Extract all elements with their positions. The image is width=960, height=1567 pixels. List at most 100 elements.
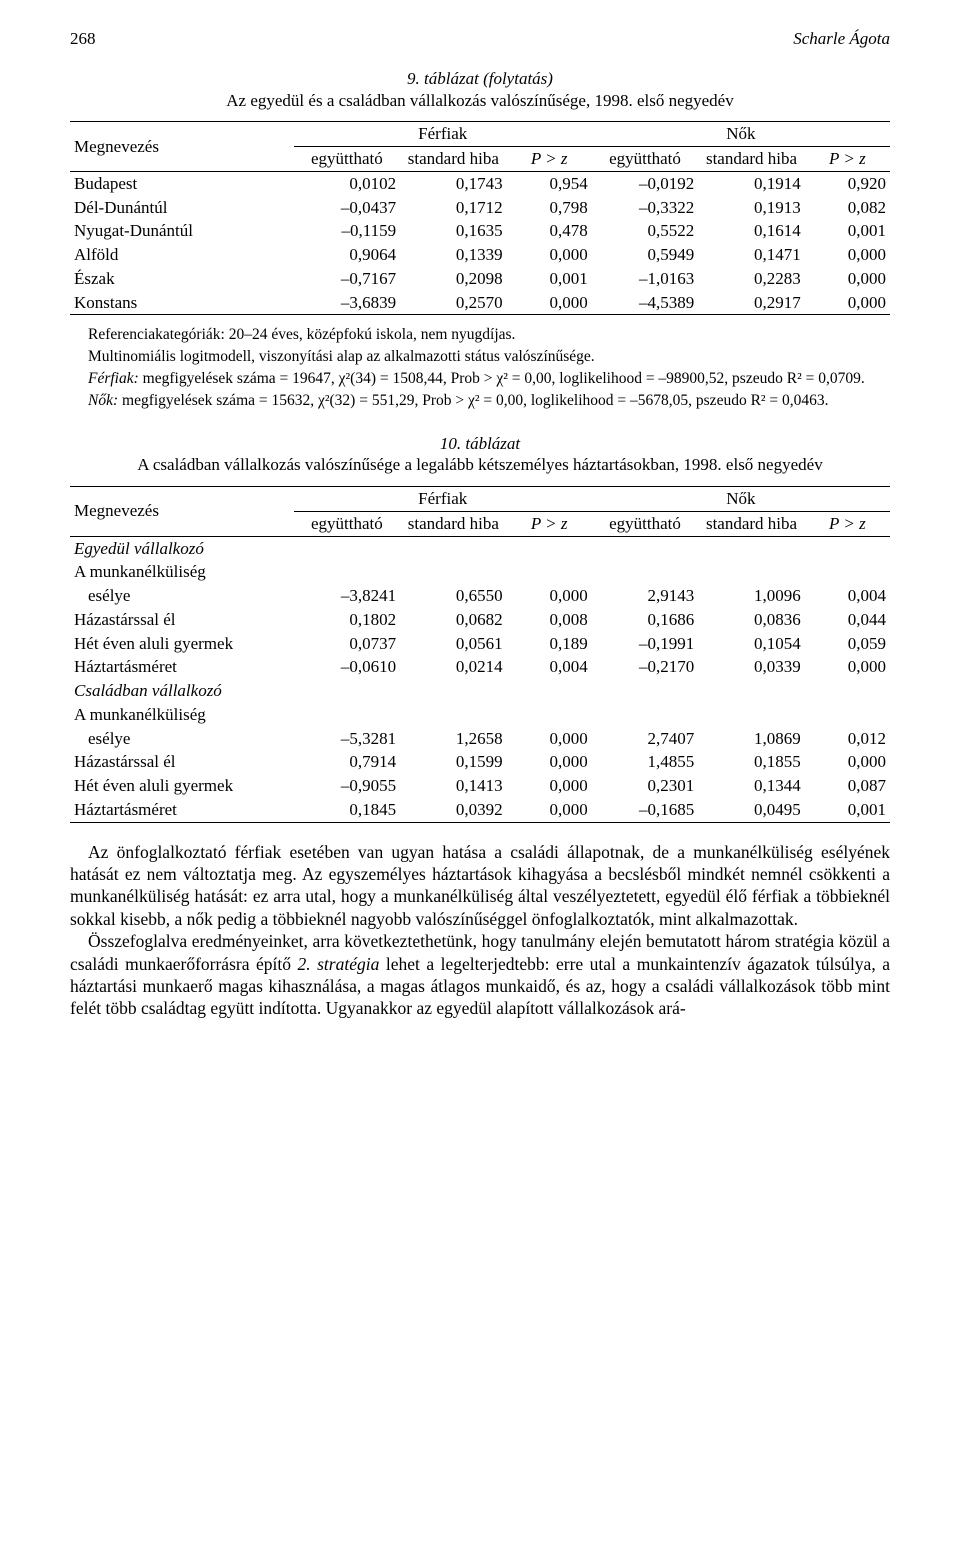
table-row-label: Háztartásméret	[70, 798, 294, 822]
table-cell: –0,7167	[294, 267, 400, 291]
table-row-label: esélye	[70, 584, 294, 608]
table-cell: 2,9143	[592, 584, 698, 608]
body-p1: Az önfoglalkoztató férfiak esetében van …	[70, 841, 890, 931]
table10-sub-pz-m: P > z	[507, 511, 592, 536]
table-cell: 0,0561	[400, 632, 506, 656]
table-cell: 0,059	[805, 632, 890, 656]
table-cell: 0,1913	[698, 196, 804, 220]
table9-caption-text: Az egyedül és a családban vállalkozás va…	[226, 91, 733, 110]
table9-head-meg: Megnevezés	[70, 122, 294, 172]
page-number: 268	[70, 28, 96, 50]
table-cell: 0,9064	[294, 243, 400, 267]
table-cell: 0,004	[805, 584, 890, 608]
table-cell: 0,478	[507, 219, 592, 243]
table10-head-nok: Nők	[592, 487, 890, 512]
table9-sub-pz-f: P > z	[805, 147, 890, 172]
table10-sub-coef-f: együttható	[592, 511, 698, 536]
table10-head-ferfiak: Férfiak	[294, 487, 592, 512]
table-row-label: esélye	[70, 727, 294, 751]
table-row-label: Házastárssal él	[70, 608, 294, 632]
table9-head-ferfiak: Férfiak	[294, 122, 592, 147]
table-cell: 0,000	[507, 750, 592, 774]
body-p2: Összefoglalva eredményeinket, arra követ…	[70, 930, 890, 1020]
table-cell: 0,001	[507, 267, 592, 291]
table9-caption-number: 9. táblázat (folytatás)	[407, 69, 553, 88]
table-cell: 0,2570	[400, 291, 506, 315]
table-row-label: Dél-Dunántúl	[70, 196, 294, 220]
table-cell: –5,3281	[294, 727, 400, 751]
table-cell: 0,000	[805, 291, 890, 315]
table-row-label: Észak	[70, 267, 294, 291]
table-cell: 0,082	[805, 196, 890, 220]
table-section-label: Családban vállalkozó	[70, 679, 890, 703]
table-cell: 0,1599	[400, 750, 506, 774]
table-cell: 0,000	[805, 243, 890, 267]
table-cell: 0,2098	[400, 267, 506, 291]
table-cell: 0,008	[507, 608, 592, 632]
table-cell: 0,6550	[400, 584, 506, 608]
table-cell: 0,001	[805, 798, 890, 822]
table-cell: 0,7914	[294, 750, 400, 774]
table9-sub-coef-m: együttható	[294, 147, 400, 172]
table-cell: 0,012	[805, 727, 890, 751]
table-cell: 0,1471	[698, 243, 804, 267]
table-cell: 0,5949	[592, 243, 698, 267]
table-row-label: Alföld	[70, 243, 294, 267]
table-cell: 0,001	[805, 219, 890, 243]
table-section-label: A munkanélküliség	[70, 560, 890, 584]
table-cell: 0,000	[507, 727, 592, 751]
table-cell: 0,000	[507, 798, 592, 822]
table-cell: 0,044	[805, 608, 890, 632]
table-cell: 0,0682	[400, 608, 506, 632]
table-cell: 0,1686	[592, 608, 698, 632]
table-cell: 0,2301	[592, 774, 698, 798]
table-cell: 0,1855	[698, 750, 804, 774]
table9-note-line: Nők: megfigyelések száma = 15632, χ²(32)…	[70, 391, 890, 411]
table-cell: –0,9055	[294, 774, 400, 798]
table-cell: 0,189	[507, 632, 592, 656]
table-cell: 0,2917	[698, 291, 804, 315]
table-row-label: Házastárssal él	[70, 750, 294, 774]
table9-note-line: Férfiak: megfigyelések száma = 19647, χ²…	[70, 369, 890, 389]
table-cell: 0,1344	[698, 774, 804, 798]
table-cell: 0,000	[805, 655, 890, 679]
table-cell: 1,0096	[698, 584, 804, 608]
table-cell: 0,000	[805, 267, 890, 291]
running-title: Scharle Ágota	[793, 28, 890, 50]
table-cell: 0,0339	[698, 655, 804, 679]
table-cell: 0,000	[805, 750, 890, 774]
table9-sub-pz-m: P > z	[507, 147, 592, 172]
table-cell: –0,1991	[592, 632, 698, 656]
table-cell: 0,1743	[400, 171, 506, 195]
table-cell: –0,1159	[294, 219, 400, 243]
table-section-label: Egyedül vállalkozó	[70, 536, 890, 560]
table-cell: 0,920	[805, 171, 890, 195]
table10-sub-pz-f: P > z	[805, 511, 890, 536]
table-cell: 0,798	[507, 196, 592, 220]
table-cell: 0,087	[805, 774, 890, 798]
table-cell: 0,1845	[294, 798, 400, 822]
table-cell: –1,0163	[592, 267, 698, 291]
table-row-label: Háztartásméret	[70, 655, 294, 679]
table-section-label: A munkanélküliség	[70, 703, 890, 727]
table-row-label: Nyugat-Dunántúl	[70, 219, 294, 243]
body-text: Az önfoglalkoztató férfiak esetében van …	[70, 841, 890, 1020]
table10-caption-number: 10. táblázat	[440, 434, 520, 453]
table-cell: –3,8241	[294, 584, 400, 608]
table9-caption: 9. táblázat (folytatás) Az egyedül és a …	[70, 68, 890, 112]
table-cell: 0,1802	[294, 608, 400, 632]
table-row-label: Budapest	[70, 171, 294, 195]
table-cell: –0,3322	[592, 196, 698, 220]
table9-note-line: Multinomiális logitmodell, viszonyítási …	[70, 347, 890, 367]
table-cell: 0,1712	[400, 196, 506, 220]
running-head: 268 Scharle Ágota	[70, 28, 890, 50]
table-cell: 0,954	[507, 171, 592, 195]
table10-sub-se-f: standard hiba	[698, 511, 804, 536]
table-cell: 0,0495	[698, 798, 804, 822]
table-cell: 0,000	[507, 291, 592, 315]
table-cell: 0,5522	[592, 219, 698, 243]
table9-sub-se-m: standard hiba	[400, 147, 506, 172]
table-cell: 1,4855	[592, 750, 698, 774]
table-row-label: Hét éven aluli gyermek	[70, 632, 294, 656]
table-cell: 0,0737	[294, 632, 400, 656]
